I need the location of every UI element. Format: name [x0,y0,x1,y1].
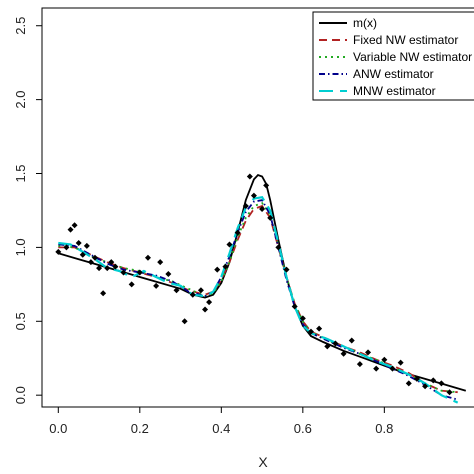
legend-box [312,11,474,101]
data-point [67,226,74,233]
data-point [189,291,196,298]
series-line-4 [58,199,458,401]
data-point [430,377,437,384]
data-point [75,239,82,246]
data-point [83,242,90,249]
data-point [413,375,420,382]
data-point [446,389,453,396]
data-point [405,380,412,387]
data-point [275,244,282,251]
y-tick-label: 1.5 [13,164,28,182]
data-point [373,365,380,372]
data-point [181,318,188,325]
data-point [197,287,204,294]
data-point [316,325,323,332]
legend-label-4: ANW estimator [353,67,434,81]
legend-label-2: Fixed NW estimator [353,33,458,47]
data-point [96,265,103,272]
legend-label-1: m(x) [353,16,377,30]
data-point [324,343,331,350]
x-tick-label: 0.0 [49,421,67,436]
data-point [206,299,213,306]
data-point [157,259,164,266]
series-line-3 [58,202,458,394]
data-point [153,282,160,289]
x-axis: 0.0 0.2 0.4 0.6 0.8 [49,407,393,436]
plot-content [55,173,467,404]
data-point [87,259,94,266]
x-tick-label: 0.8 [375,421,393,436]
data-point [381,356,388,363]
data-point [389,365,396,372]
data-point [100,290,107,297]
data-point [165,271,172,277]
data-point [112,263,119,270]
data-point [202,306,209,313]
data-point [79,251,86,258]
data-point [222,263,229,270]
y-tick-label: 2.0 [13,91,28,109]
data-point [340,350,347,357]
data-point [128,281,135,288]
data-point [283,266,290,273]
series-line-2 [58,204,458,394]
data-point [120,269,127,276]
data-point [246,173,253,180]
data-point [397,359,404,366]
data-point [299,315,306,322]
legend-label-5: MNW estimator [353,84,436,98]
data-point [291,303,298,310]
data-point [259,205,266,212]
data-point [356,361,363,368]
data-point [226,241,233,248]
data-point [267,214,274,221]
y-tick-label: 1.0 [13,238,28,256]
y-tick-label: 2.5 [13,17,28,35]
data-point [214,266,221,273]
legend: m(x) Fixed NW estimator Variable NW estima… [312,11,474,101]
data-point [422,383,429,390]
x-tick-label: 0.6 [294,421,312,436]
data-point [263,182,270,189]
plot-frame [41,7,474,408]
data-point [91,254,98,261]
data-point [332,340,339,347]
data-point [108,259,115,266]
data-point [438,380,445,387]
legend-label-3: Variable NW estimator [353,50,472,64]
y-tick-label: 0.5 [13,312,28,330]
x-tick-label: 0.4 [212,421,230,436]
data-point [348,337,355,344]
data-point [71,222,78,229]
data-point [242,203,249,210]
data-point [307,328,314,335]
data-point [63,244,70,251]
x-axis-title: X [258,454,268,470]
data-point [173,287,180,294]
data-point [365,349,372,356]
plot-area [41,7,474,408]
data-point [104,265,111,272]
data-point [55,248,62,255]
y-axis: 0.0 0.5 1.0 1.5 2.0 2.5 [13,17,42,404]
x-tick-label: 0.2 [131,421,149,436]
y-tick-label: 0.0 [13,386,28,404]
data-point [144,254,151,261]
data-point [234,229,241,236]
data-point [136,269,143,276]
data-point [250,192,257,199]
series-line-1 [58,173,467,392]
